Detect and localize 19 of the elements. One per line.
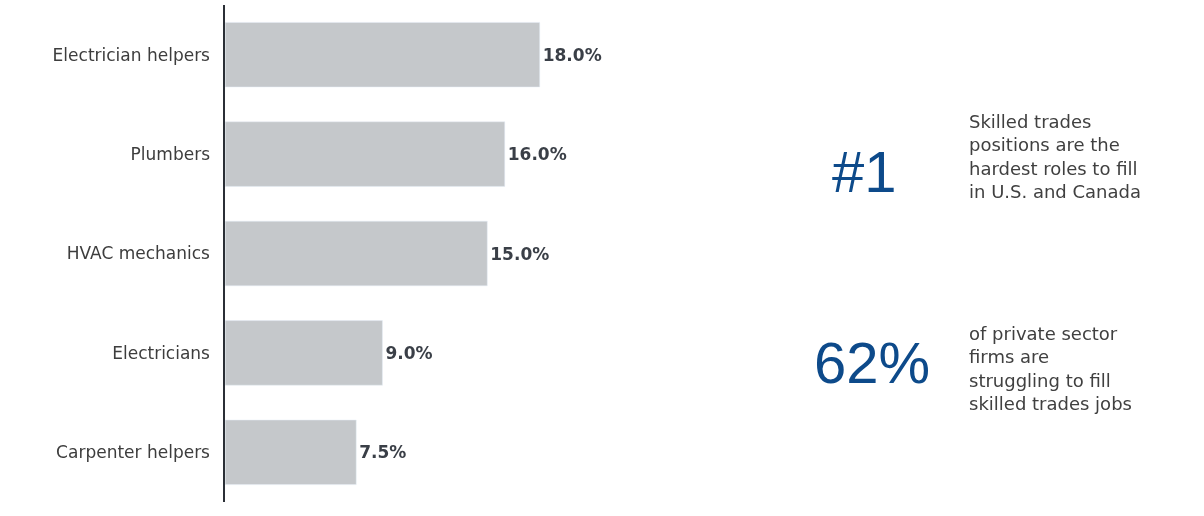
bar xyxy=(225,320,383,386)
y-tick-label: Electricians xyxy=(112,342,211,363)
data-label: 9.0% xyxy=(385,342,433,363)
bar xyxy=(225,22,540,88)
data-label: 18.0% xyxy=(542,44,602,65)
text: #1 xyxy=(832,139,897,204)
data-label: 7.5% xyxy=(359,442,407,463)
text: of private sector firms are struggling to fill skilled trades jobs xyxy=(969,323,1132,415)
bar xyxy=(225,419,357,485)
bar xyxy=(225,121,505,187)
data-label: 16.0% xyxy=(507,144,567,165)
text: 62% xyxy=(814,330,931,395)
data-label: 15.0% xyxy=(490,243,550,264)
y-tick-label: Carpenter helpers xyxy=(56,442,211,463)
bar xyxy=(225,220,488,287)
y-tick-label: HVAC mechanics xyxy=(66,243,211,264)
text: Skilled trades positions are the hardest roles to fill in U.S. and Canada xyxy=(969,111,1141,203)
y-tick-label: Plumbers xyxy=(130,144,211,165)
y-tick-label: Electrician helpers xyxy=(52,44,211,65)
